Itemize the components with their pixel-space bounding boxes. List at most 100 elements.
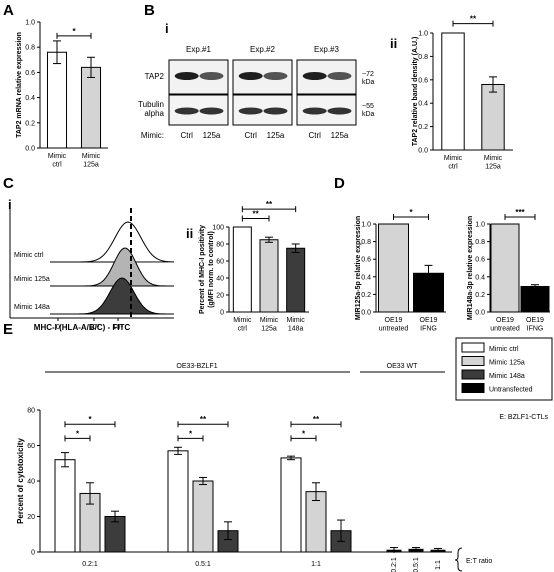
y-tick-label-D1: 0.4 [361,274,371,281]
legend-swatch [461,369,485,380]
wt-group-label-E: 1:1 [435,560,442,570]
histogram-mimic-ctrl [49,221,175,263]
category-label-A: ctrl [52,162,62,169]
panel-label-Bi: i [165,21,169,36]
y-axis-label-Cii: Percent of MHC-I positivity [199,225,206,314]
group-label-E: 0.5:1 [195,561,211,568]
legend-label: Mimic ctrl [489,346,519,353]
bar-Cii [259,239,279,313]
et-ratio-label: E:T ratio [466,558,492,565]
bar-E [54,459,76,553]
bar-Cii [232,226,252,313]
y-tick-label-A: 0.6 [25,70,35,77]
category-label-D2: IFNG [527,326,544,333]
bar-D2 [490,223,520,313]
y-axis-label-D1: MIR125a-5p relative expression [355,216,362,320]
category-label-D1: untreated [379,326,409,333]
y-tick-label-D2: 0.6 [475,257,485,264]
mw-label: kDa [362,79,375,86]
tubulin-band [238,107,263,115]
panel-label-Bii: ii [390,36,397,51]
wt-group-label-E: 0.2:1 [391,557,398,572]
flow-x-tick-label: 10⁴ [113,324,124,331]
flow-x-tick-label: 10³ [89,324,100,331]
experiment-label: Exp.#2 [250,45,275,54]
panel-label-C: C [3,175,14,192]
y-tick-label-D1: 0.6 [361,257,371,264]
panel-label-B: B [144,2,155,19]
bar-E [192,480,214,553]
row-label-tubulin: alpha [144,109,164,118]
legend-label: Mimic 125a [489,360,525,367]
y-tick-label-D1: 0.8 [361,239,371,246]
category-label-Cii: ctrl [238,326,248,333]
y-axis-label-D2: MIR148a-3p relative expression [467,216,474,320]
tap2-band [302,72,327,80]
significance-label-Cii: ** [253,210,260,219]
category-label-Cii: 125a [261,326,277,333]
flow-trace-label: Mimic ctrl [14,252,44,259]
histogram-mimic-125a [49,247,175,287]
legend-swatch [461,342,485,353]
y-axis-label-A: TAP2 mRNA relative expression [16,32,23,138]
legend-label: Mimic 148a [489,373,525,380]
bar-D2 [520,285,550,313]
category-label-D1: OE19 [420,317,438,324]
y-tick-label-Bii: 1.0 [418,31,428,38]
bar-Cii [286,247,306,313]
category-label-Cii: Mimic [233,317,252,324]
tap2-band [238,72,263,80]
lane-label: Ctrl [244,131,257,140]
lane-label: 125a [331,131,349,140]
y-tick-label-Cii: 0 [220,310,224,317]
bar-Bii [441,32,465,151]
y-tick-label-E: 20 [27,514,35,521]
lane-label: Ctrl [180,131,193,140]
flow-x-axis-label: MHC-I (HLA-A/B/C) - FITC [34,323,131,332]
group-header-right: OE33 WT [387,363,418,370]
significance-label-D2: *** [515,208,525,217]
tubulin-band [199,107,224,115]
panel-label-Cii: ii [186,226,193,241]
bar-D1 [378,223,409,313]
group-label-E: 1:1 [311,561,321,568]
y-tick-label-E: 80 [27,408,35,415]
flow-trace-label: Mimic 125a [14,276,50,283]
category-label-D1: IFNG [420,326,437,333]
y-tick-label-D1: 0.0 [361,310,371,317]
tap2-band [263,72,288,80]
tubulin-band [302,107,327,115]
tubulin-band [327,107,352,115]
significance-label-E: ** [200,415,207,424]
y-tick-label-E: 60 [27,443,35,450]
y-tick-label-Bii: 0.8 [418,54,428,61]
y-tick-label-D1: 0.2 [361,292,371,299]
tubulin-band [174,107,199,115]
flow-x-tick-label: 0 [56,324,60,331]
row-label-tubulin: Tubulin [138,100,164,109]
y-tick-label-A: 0.0 [25,146,35,153]
significance-label-Bii: ** [470,15,477,24]
y-tick-label-D2: 1.0 [475,222,485,229]
category-label-D2: OE19 [526,317,544,324]
tap2-band [174,72,199,80]
histogram-mimic-148a [49,277,175,315]
panel-label-Ci: i [8,197,12,212]
significance-label-E: * [76,429,80,438]
significance-label-A: * [72,27,76,36]
row-label-tap2: TAP2 [145,72,165,81]
legend-swatch [461,383,485,393]
panel-label-D: D [334,175,345,192]
category-label-A: Mimic [82,153,101,160]
significance-label-E: ** [313,415,320,424]
bar-A [80,66,102,149]
wt-group-label-E: 0.5:1 [413,557,420,572]
bar-Bii [481,83,505,151]
y-tick-label-Bii: 0.4 [418,101,428,108]
flow-trace-label: Mimic 148a [14,304,50,311]
et-ratio-brace [454,547,463,572]
mw-label: kDa [362,111,375,118]
legend-label: Untransfected [489,387,533,394]
significance-label-E: * [302,429,306,438]
